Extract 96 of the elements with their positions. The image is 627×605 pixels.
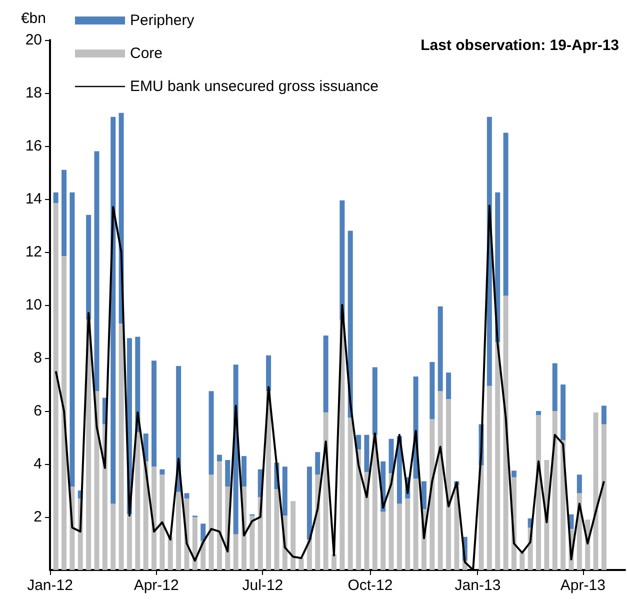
- bar: [290, 501, 296, 570]
- bar: [160, 469, 165, 475]
- x-tick-label: Oct-12: [348, 577, 393, 594]
- bar: [413, 478, 418, 570]
- bar: [184, 493, 190, 498]
- bar: [53, 202, 58, 570]
- bar: [152, 466, 157, 570]
- y-tick-label: 16: [25, 138, 42, 154]
- bar: [216, 454, 222, 462]
- bar: [242, 456, 247, 487]
- bar: [216, 461, 222, 570]
- bar: [430, 362, 435, 419]
- bar: [126, 514, 132, 570]
- bar: [446, 372, 452, 400]
- legend-label: Periphery: [130, 12, 195, 29]
- y-tick-label: 12: [25, 244, 42, 260]
- bar: [208, 391, 214, 475]
- bar: [430, 418, 435, 570]
- bar: [110, 116, 116, 504]
- bar: [152, 360, 157, 467]
- bar: [118, 324, 124, 570]
- legend-label: Core: [130, 45, 163, 62]
- y-tick-label: 20: [25, 32, 42, 48]
- bar: [168, 536, 173, 570]
- bar: [192, 517, 198, 570]
- bar: [364, 434, 370, 472]
- bar: [233, 534, 238, 570]
- bar: [486, 386, 492, 570]
- annotation: Last observation: 19-Apr-13: [420, 37, 620, 54]
- bar: [348, 418, 353, 570]
- y-tick-label: 6: [34, 402, 42, 420]
- bar: [552, 363, 558, 411]
- bar: [560, 384, 566, 440]
- bar: [348, 230, 353, 418]
- bar: [593, 412, 598, 570]
- legend-label: EMU bank unsecured gross issuance: [130, 78, 378, 95]
- bar: [160, 474, 165, 570]
- bar: [601, 406, 606, 424]
- x-tick-label: Jan-12: [27, 577, 73, 594]
- bar: [323, 335, 328, 412]
- x-tick-label: Apr-13: [560, 577, 606, 594]
- y-axis-title: €bn: [20, 10, 46, 27]
- bar: [94, 391, 100, 570]
- bar: [200, 524, 206, 541]
- bar: [601, 424, 606, 570]
- bar: [552, 411, 558, 570]
- bar: [388, 438, 394, 474]
- x-tick-label: Jul-12: [242, 577, 284, 594]
- bar: [446, 399, 452, 570]
- bar: [135, 432, 140, 570]
- bar: [70, 192, 75, 487]
- bar: [94, 151, 100, 392]
- bar: [208, 474, 214, 570]
- bar: [438, 391, 443, 570]
- y-tick-label: 8: [34, 350, 42, 366]
- bar: [478, 465, 484, 570]
- y-tick-label: 18: [25, 84, 42, 102]
- bar: [250, 516, 255, 570]
- bar: [520, 552, 525, 570]
- bar: [536, 411, 542, 415]
- y-tick-label: 4: [34, 456, 42, 472]
- bar: [274, 489, 280, 570]
- bar: [306, 540, 312, 570]
- bar: [110, 504, 116, 570]
- y-tick-label: 14: [25, 190, 42, 208]
- bar: [495, 342, 500, 570]
- y-tick-label: 2: [34, 508, 42, 526]
- bar: [388, 473, 394, 570]
- bar: [62, 170, 67, 256]
- bar: [62, 256, 67, 570]
- bar: [511, 470, 516, 478]
- x-tick-label: Apr-12: [134, 577, 179, 594]
- bar: [315, 452, 320, 475]
- bar: [396, 504, 402, 570]
- bar: [503, 296, 508, 570]
- x-tick-label: Jan-13: [454, 577, 501, 594]
- bar: [298, 558, 304, 570]
- bar: [225, 460, 230, 487]
- bar: [536, 414, 542, 570]
- bar: [306, 466, 312, 540]
- bar: [356, 449, 362, 570]
- bar: [503, 132, 508, 296]
- bar: [372, 367, 378, 435]
- y-tick-label: 10: [25, 296, 42, 314]
- bar: [421, 481, 426, 510]
- bar: [576, 474, 582, 494]
- bar: [53, 192, 58, 203]
- bar: [340, 200, 345, 320]
- bar: [405, 498, 410, 570]
- bar: [86, 214, 92, 320]
- bar: [380, 512, 386, 570]
- bar: [282, 466, 288, 516]
- bar: [438, 306, 443, 392]
- bar: [331, 554, 336, 570]
- bar: [176, 492, 182, 570]
- bar: [266, 355, 272, 392]
